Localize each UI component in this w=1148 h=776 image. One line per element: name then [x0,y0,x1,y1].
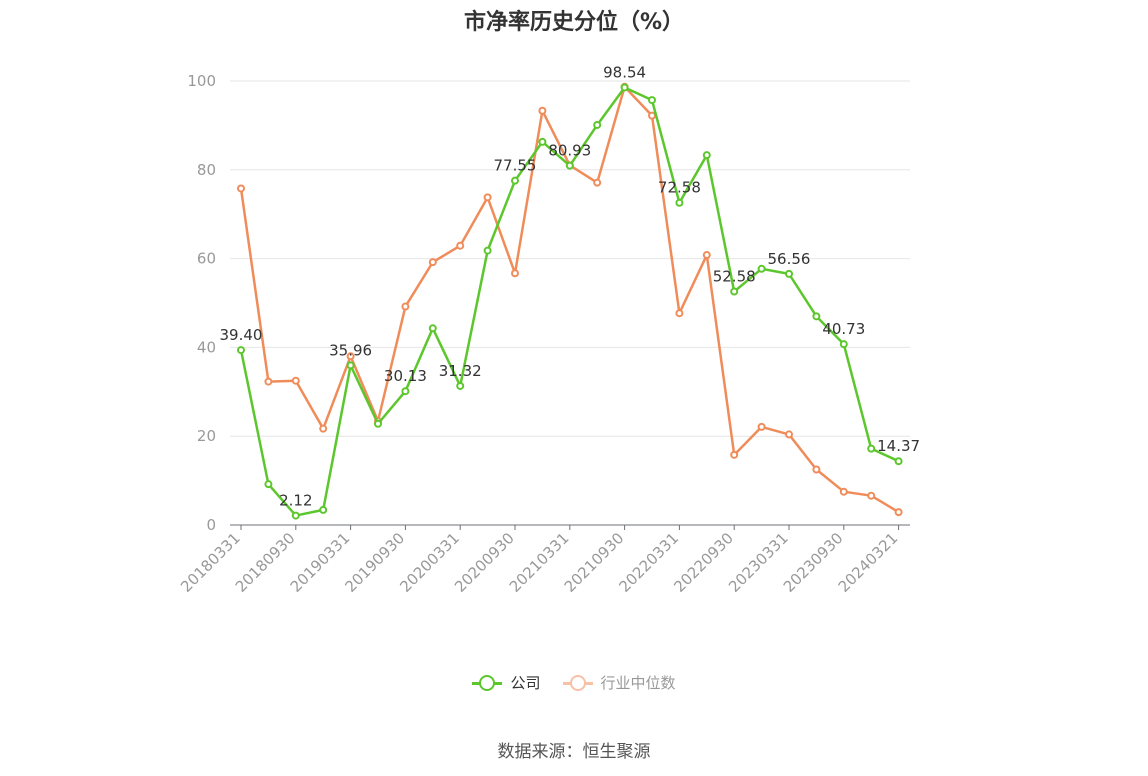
x-tick-label: 20240321 [835,529,902,596]
data-point-industry-median [839,487,848,496]
data-point-industry-median [675,309,684,318]
data-point-industry-median [757,422,766,431]
data-point-industry-median [730,450,739,459]
y-tick-label: 0 [206,516,216,534]
data-label-company: 31.32 [439,362,482,380]
data-point-industry-median [867,491,876,500]
data-point-company [483,246,492,255]
data-point-industry-median [428,258,437,267]
legend: 公司 行业中位数 [0,672,1148,693]
y-tick-label: 20 [197,427,216,445]
data-point-industry-median [291,376,300,385]
data-label-company: 72.58 [658,179,701,197]
data-label-company: 39.40 [220,326,263,344]
legend-swatch-industry-median [562,674,593,691]
data-label-company: 40.73 [822,320,865,338]
legend-label-industry-median: 行业中位数 [600,674,676,692]
data-source: 数据来源：恒生聚源 [497,742,651,762]
data-point-company [785,269,793,278]
axis-layer: 0204060801002018033120180930201903312019… [177,72,910,596]
data-point-company [565,161,574,170]
data-point-company [511,176,519,185]
data-point-company [374,419,382,428]
data-point-company [702,151,711,160]
data-point-company [812,312,821,321]
data-point-company [894,457,903,466]
data-point-company [867,444,876,453]
y-tick-label: 80 [197,161,216,179]
y-tick-label: 100 [187,72,216,90]
data-point-company [593,120,602,129]
data-point-company [319,505,328,514]
data-point-company [538,137,547,146]
data-label-company: 77.55 [494,157,537,175]
data-point-industry-median [456,241,465,250]
data-label-company: 56.56 [768,250,811,268]
data-point-industry-median [346,352,355,361]
data-point-industry-median [401,302,410,311]
data-point-company [264,480,273,489]
data-point-company [730,287,739,296]
data-point-industry-median [511,269,519,278]
data-point-company [675,198,684,207]
data-label-company: 80.93 [548,142,591,160]
data-point-company [291,511,300,520]
data-label-company: 98.54 [603,63,646,81]
data-point-industry-median [785,430,793,439]
y-tick-label: 60 [197,250,216,268]
data-point-company [456,381,465,390]
data-point-industry-median [237,184,245,193]
data-point-company [237,346,245,355]
legend-item-industry-median[interactable]: 行业中位数 [562,672,676,693]
chart-title: 市净率历史分位（%） [463,10,685,35]
data-point-company [620,83,629,92]
data-point-industry-median [483,193,492,202]
data-label-company: 52.58 [713,268,756,286]
data-point-industry-median [319,424,328,433]
y-tick-label: 40 [197,338,216,356]
legend-label-company: 公司 [510,674,541,692]
series-layer [237,82,903,520]
data-label-company: 35.96 [329,341,372,359]
data-point-industry-median [894,508,903,517]
data-point-industry-median [538,106,547,115]
data-label-company: 2.12 [279,492,312,510]
data-label-company: 30.13 [384,367,427,385]
data-point-company [757,264,766,273]
label-layer: 39.40 2.12 35.96 30.13 31.32 77.55 80.93 98.54 7… [220,63,921,509]
data-point-company [839,340,848,349]
legend-swatch-company [472,674,503,691]
data-point-company [648,96,656,105]
data-point-industry-median [593,178,602,187]
data-point-company [346,361,355,370]
legend-item-company[interactable]: 公司 [472,672,541,693]
data-point-company [401,387,410,396]
data-point-industry-median [702,251,711,260]
grid-layer [230,80,910,437]
data-label-company: 14.37 [877,437,920,455]
data-point-industry-median [812,465,821,474]
data-point-industry-median [264,377,273,386]
data-point-industry-median [648,111,656,120]
data-point-company [428,324,437,333]
